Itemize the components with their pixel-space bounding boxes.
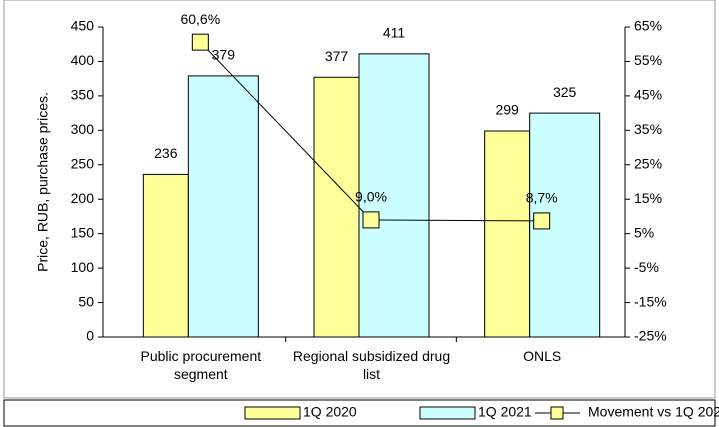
y-tick-label: 200: [71, 190, 95, 206]
legend-label: 1Q 2020: [303, 404, 357, 420]
legend-label: Movement vs 1Q 2020: [588, 404, 719, 420]
legend-box: [3, 399, 716, 427]
y2-tick-label: -5%: [634, 259, 659, 275]
legend-swatch: [419, 406, 476, 420]
data-label: 8,7%: [526, 190, 558, 206]
y2-tick-label: 15%: [634, 190, 662, 206]
data-label: 411: [383, 25, 406, 41]
x-tick-label: Regional subsidized drug list: [292, 348, 451, 382]
data-label: 379: [212, 47, 236, 63]
legend-marker: [550, 406, 564, 420]
bar: [358, 53, 430, 338]
bar: [142, 173, 189, 338]
data-label: 236: [154, 145, 178, 161]
data-label: 60,6%: [180, 11, 220, 27]
y2-tick-label: -25%: [634, 328, 667, 344]
chart-frame: [3, 0, 716, 399]
y-tick-label: 100: [71, 259, 95, 275]
marker: [362, 211, 380, 229]
y-tick-label: 350: [71, 87, 95, 103]
data-label: 299: [495, 102, 519, 118]
bar: [187, 75, 259, 338]
y2-tick-label: 5%: [634, 224, 654, 240]
x-tick-label: Public procurement segment: [140, 348, 262, 382]
y-tick-label: 0: [86, 328, 94, 344]
bar: [484, 130, 531, 338]
y2-tick-label: 65%: [634, 18, 662, 34]
y-tick-label: 150: [71, 224, 95, 240]
marker: [191, 33, 209, 51]
y2-tick-label: 55%: [634, 52, 662, 68]
y-tick-label: 50: [78, 293, 94, 309]
bar: [313, 76, 360, 338]
data-label: 377: [325, 48, 349, 64]
data-label: 9,0%: [355, 189, 387, 205]
x-tick-label: ONLS: [523, 348, 562, 364]
y2-tick-label: 25%: [634, 155, 662, 171]
y-tick-label: 400: [71, 52, 95, 68]
y-tick-label: 250: [71, 155, 95, 171]
y2-tick-label: 35%: [634, 121, 662, 137]
y-axis-label: Price, RUB, purchase prices.: [35, 92, 51, 272]
y-tick-label: 300: [71, 121, 95, 137]
marker: [533, 212, 551, 230]
y-tick-label: 450: [71, 18, 95, 34]
y2-tick-label: 45%: [634, 87, 662, 103]
data-label: 325: [553, 84, 577, 100]
legend-label: 1Q 2021: [478, 404, 532, 420]
y2-tick-label: -15%: [634, 293, 667, 309]
legend-swatch: [244, 406, 301, 420]
